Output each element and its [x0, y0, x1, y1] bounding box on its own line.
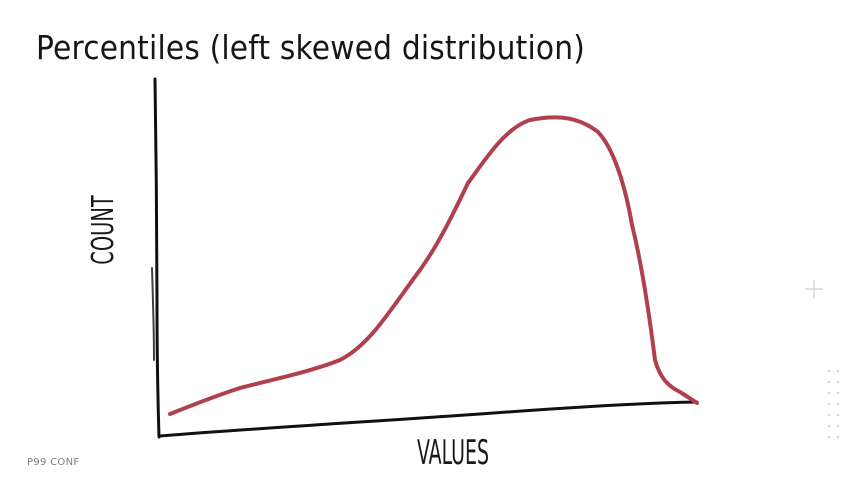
x-axis [158, 400, 699, 438]
y-axis [153, 77, 161, 439]
distribution-curve [168, 115, 699, 416]
x-axis-label: VALUES [417, 433, 489, 473]
y-axis-stroke-accent [151, 267, 155, 361]
plus-icon [805, 280, 823, 298]
slide-title: Percentiles (left skewed distribution) [36, 28, 585, 67]
y-axis-label: COUNT [87, 195, 121, 265]
dot-grid-icon [827, 369, 840, 439]
footer-brand-label: P99 CONF [27, 457, 80, 468]
